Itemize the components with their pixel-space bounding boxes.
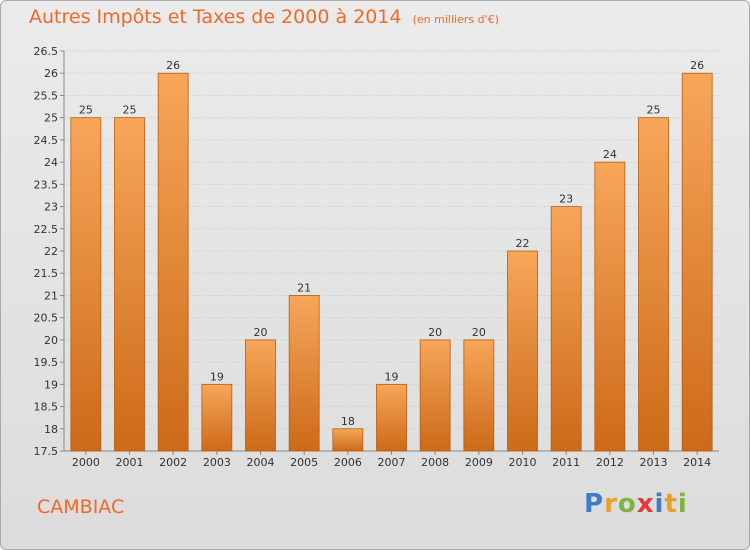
- bar: [507, 250, 538, 452]
- bar: [419, 339, 451, 452]
- y-tick-label: 21.5: [34, 267, 59, 280]
- bar: [638, 117, 669, 452]
- y-tick-label: 18.5: [34, 401, 59, 414]
- x-tick-label: 2007: [378, 456, 406, 469]
- bar-value-label: 25: [123, 104, 137, 117]
- bar: [681, 72, 713, 452]
- title-row: Autres Impôts et Taxes de 2000 à 2014 (e…: [29, 6, 499, 28]
- bar: [376, 383, 407, 452]
- bar-value-label: 20: [428, 326, 442, 339]
- logo-letter: P: [584, 489, 605, 519]
- bar-value-label: 25: [79, 104, 93, 117]
- y-tick-label: 22.5: [34, 223, 59, 236]
- x-tick-label: 2002: [159, 456, 187, 469]
- x-tick-label: 2014: [683, 456, 711, 469]
- logo-letter: r: [604, 489, 618, 519]
- y-tick-label: 21: [44, 289, 58, 302]
- chart-title: Autres Impôts et Taxes de 2000 à 2014: [29, 6, 402, 28]
- bar: [332, 428, 364, 452]
- bar: [288, 295, 320, 452]
- x-tick-label: 2011: [552, 456, 580, 469]
- y-tick-label: 23: [44, 201, 58, 214]
- logo-letter: i: [654, 489, 665, 519]
- bars: [70, 72, 713, 452]
- y-tick-label: 20.5: [34, 312, 59, 325]
- bar-value-label: 20: [254, 326, 268, 339]
- bar-value-label: 26: [690, 59, 704, 72]
- bar-value-label: 24: [603, 148, 617, 161]
- y-tick-label: 22: [44, 245, 58, 258]
- logo-letter: i: [677, 489, 688, 519]
- y-tick-label: 19.5: [34, 356, 59, 369]
- bar-value-label: 23: [559, 193, 573, 206]
- logo-letter: t: [664, 489, 678, 519]
- y-tick-label: 20: [44, 334, 58, 347]
- y-tick-label: 26.5: [34, 45, 59, 58]
- place-name: CAMBIAC: [37, 496, 125, 518]
- bar: [594, 161, 626, 452]
- labels: 17.5 18 18.5 19 19.5 20 20.5 21 21.5 22 22.5 23 23.5…: [34, 45, 712, 469]
- y-tick-label: 26: [44, 67, 58, 80]
- x-tick-label: 2008: [421, 456, 449, 469]
- bar-value-label: 19: [385, 370, 399, 383]
- bar: [245, 339, 276, 452]
- bar: [114, 117, 145, 452]
- y-tick-label: 23.5: [34, 178, 59, 191]
- y-tick-label: 18: [44, 423, 58, 436]
- bar-value-label: 25: [647, 104, 661, 117]
- bar-value-label: 22: [516, 237, 530, 250]
- y-tick-label: 25: [44, 112, 58, 125]
- y-tick-label: 19: [44, 378, 58, 391]
- y-tick-label: 24: [44, 156, 58, 169]
- bar-value-label: 19: [210, 370, 224, 383]
- bar-value-label: 20: [472, 326, 486, 339]
- bar: [550, 206, 582, 452]
- bar-value-label: 18: [341, 415, 355, 428]
- x-tick-label: 2009: [465, 456, 493, 469]
- bar: [201, 383, 233, 452]
- bar-value-label: 26: [166, 59, 180, 72]
- bar: [70, 117, 102, 452]
- bar: [157, 72, 189, 452]
- logo-letter: x: [636, 489, 655, 519]
- bar-value-label: 21: [297, 281, 311, 294]
- chart-subtitle: (en milliers d'€): [412, 13, 499, 26]
- x-tick-label: 2010: [509, 456, 537, 469]
- x-tick-label: 2005: [290, 456, 318, 469]
- x-tick-label: 2013: [640, 456, 668, 469]
- bar: [463, 339, 495, 452]
- y-tick-label: 17.5: [34, 445, 59, 458]
- y-tick-label: 25.5: [34, 89, 59, 102]
- y-tick-label: 24.5: [34, 134, 59, 147]
- proxiti-logo: Proxiti: [584, 489, 688, 519]
- x-tick-label: 2001: [116, 456, 144, 469]
- x-tick-label: 2003: [203, 456, 231, 469]
- x-tick-label: 2012: [596, 456, 624, 469]
- x-tick-label: 2006: [334, 456, 362, 469]
- logo-letter: o: [617, 489, 637, 519]
- x-tick-label: 2000: [72, 456, 100, 469]
- x-tick-label: 2004: [247, 456, 275, 469]
